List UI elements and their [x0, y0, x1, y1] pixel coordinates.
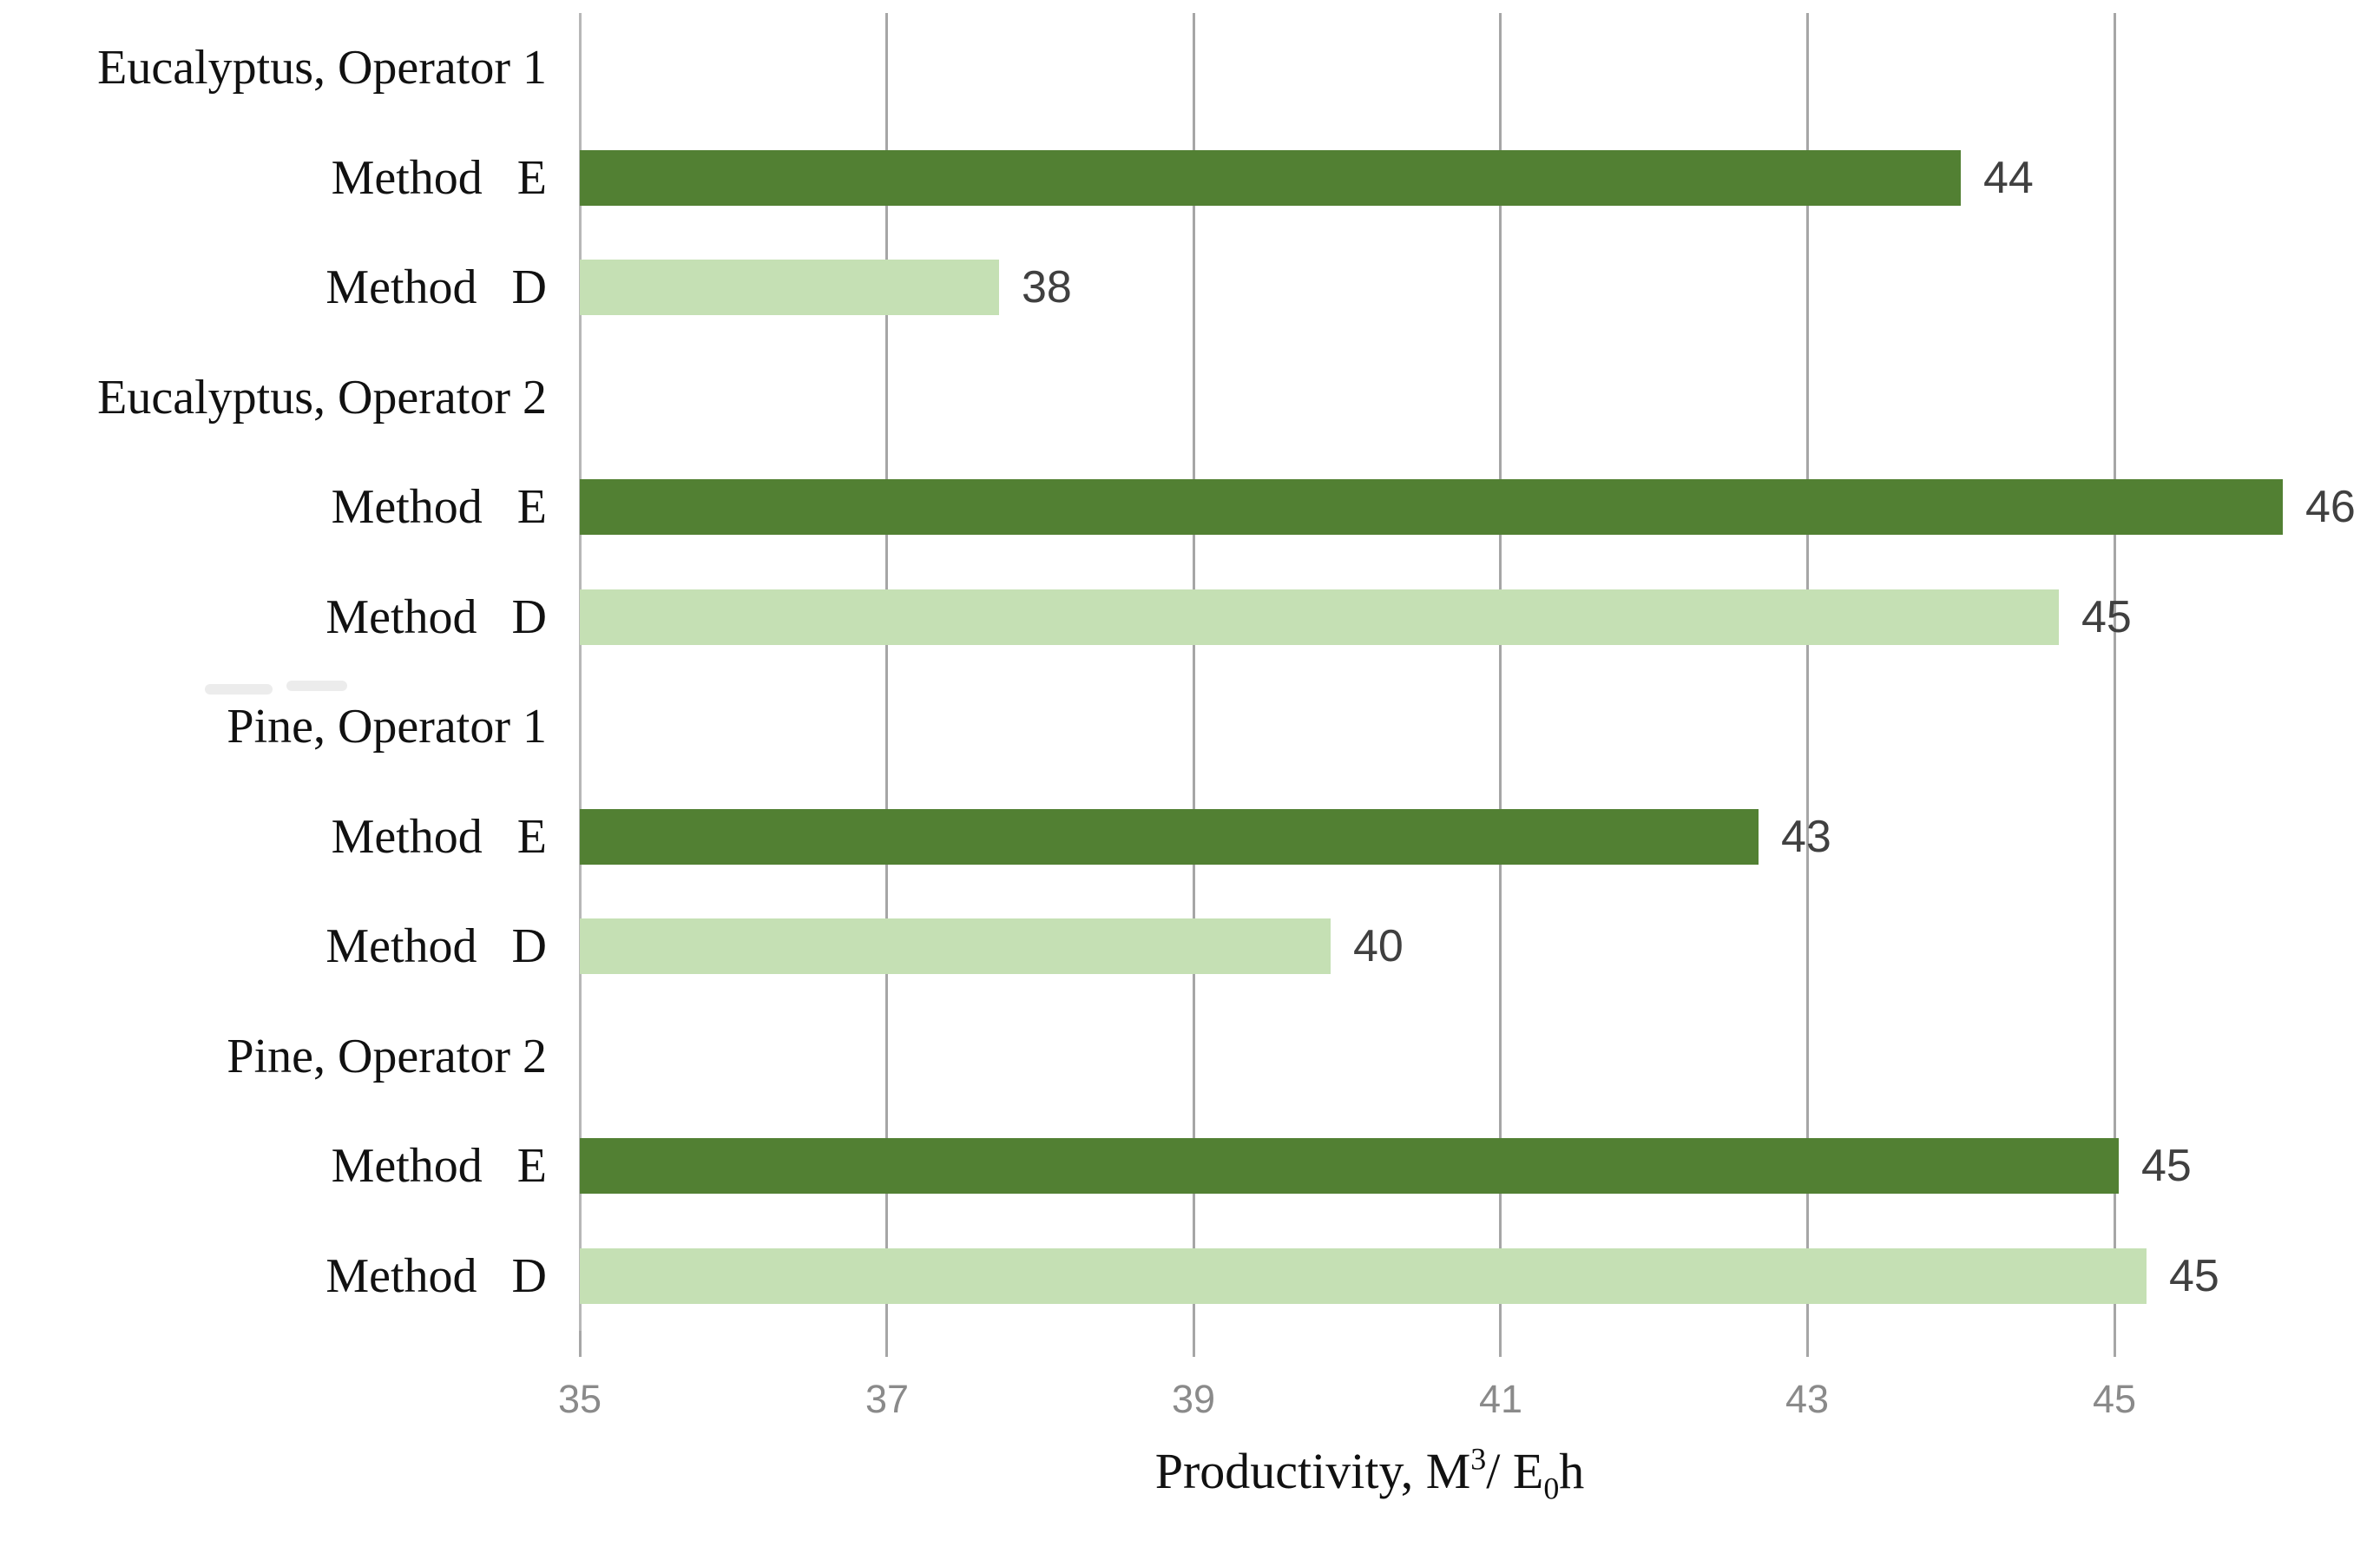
- bar-value-label: 43: [1781, 812, 1831, 862]
- gridline-35: [578, 13, 582, 1331]
- bar-method-e: [580, 1138, 2119, 1194]
- row-label-method: Method E: [331, 810, 547, 864]
- row-label-method: Method D: [325, 590, 547, 644]
- x-axis-title: Productivity, M3/ E0h: [580, 1441, 2160, 1504]
- row-label-method: Method D: [325, 919, 547, 973]
- x-axis-title-superscript: 3: [1470, 1441, 1487, 1477]
- smudge-artifact: [286, 681, 347, 691]
- bar-method-d: [580, 918, 1331, 974]
- row-label-method: Method D: [325, 260, 547, 314]
- bar-value-label: 38: [1022, 262, 1072, 313]
- bar-method-e: [580, 809, 1759, 865]
- x-axis-title-subscript: 0: [1543, 1471, 1560, 1506]
- row-label-method: Method E: [331, 480, 547, 534]
- bar-value-label: 45: [2169, 1251, 2219, 1301]
- bar-method-e: [580, 479, 2283, 535]
- bar-value-label: 46: [2305, 482, 2356, 532]
- bar-value-label: 45: [2081, 592, 2132, 642]
- bar-method-d: [580, 1248, 2147, 1304]
- row-label-group: Pine, Operator 1: [227, 700, 547, 754]
- gridline-37: [885, 13, 889, 1331]
- row-label-method: Method D: [325, 1249, 547, 1303]
- row-label-method: Method E: [331, 151, 547, 205]
- x-axis-title-mid: / E: [1486, 1443, 1544, 1499]
- x-tick-label-43: 43: [1785, 1377, 1830, 1421]
- gridline-45: [2113, 13, 2116, 1331]
- row-label-group: Eucalyptus, Operator 1: [97, 41, 547, 95]
- x-tick-mark-41: [1499, 1331, 1502, 1357]
- smudge-artifact: [205, 684, 273, 695]
- x-tick-mark-43: [1805, 1331, 1809, 1357]
- bar-value-label: 40: [1353, 921, 1404, 971]
- gridline-41: [1499, 13, 1502, 1331]
- bar-method-e: [580, 150, 1961, 206]
- x-tick-label-35: 35: [557, 1377, 602, 1421]
- bar-value-label: 45: [2141, 1141, 2192, 1191]
- x-axis-title-suffix: h: [1559, 1443, 1585, 1499]
- x-tick-label-45: 45: [2092, 1377, 2137, 1421]
- x-tick-mark-45: [2113, 1331, 2116, 1357]
- gridline-43: [1805, 13, 1809, 1331]
- x-tick-mark-35: [578, 1331, 582, 1357]
- x-axis-title-text: Productivity, M: [1154, 1443, 1471, 1499]
- x-tick-mark-39: [1192, 1331, 1195, 1357]
- x-tick-mark-37: [885, 1331, 889, 1357]
- x-tick-label-39: 39: [1171, 1377, 1216, 1421]
- bar-value-label: 44: [1983, 153, 2034, 203]
- row-label-method: Method E: [331, 1139, 547, 1193]
- x-tick-label-37: 37: [865, 1377, 910, 1421]
- row-label-group: Eucalyptus, Operator 2: [97, 371, 547, 425]
- x-tick-label-41: 41: [1478, 1377, 1523, 1421]
- bar-method-d: [580, 260, 999, 315]
- gridline-39: [1192, 13, 1195, 1331]
- row-label-group: Pine, Operator 2: [227, 1030, 547, 1083]
- bar-method-d: [580, 589, 2059, 645]
